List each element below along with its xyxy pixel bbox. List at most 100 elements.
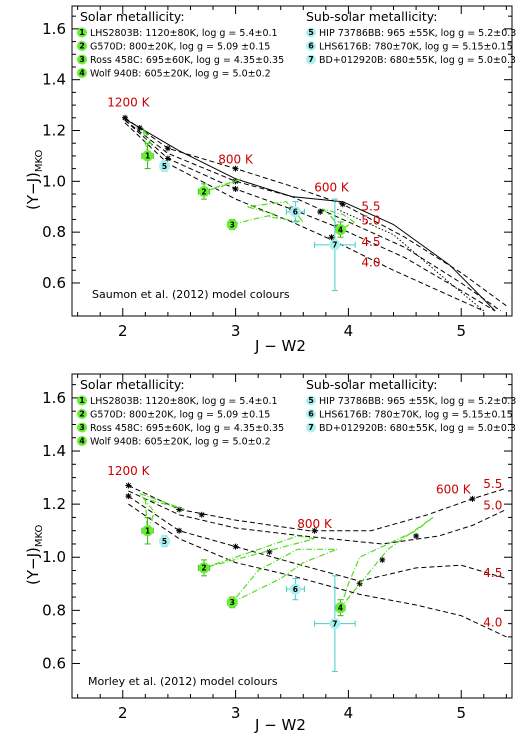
- legend-solar-title: Solar metallicity:: [80, 377, 185, 392]
- legend-number: 6: [308, 42, 314, 51]
- model-series-line: [122, 117, 496, 312]
- x-tick-label: 5: [456, 704, 466, 722]
- model-lines: [122, 117, 507, 312]
- legend-number: 1: [79, 28, 85, 37]
- legend-entry: HIP 73786BB: 965 ±55K, log g = 5.2±0.3: [319, 28, 516, 39]
- legend-number: 6: [308, 410, 314, 419]
- predicted-path: [142, 127, 153, 157]
- temperature-label: 5.0: [483, 498, 502, 512]
- objects: 1 2 3 4 5 6 7: [141, 516, 356, 672]
- object-marker-6: [289, 583, 301, 595]
- temperature-label: 800 K: [218, 153, 254, 167]
- legend-marker: [306, 27, 316, 38]
- y-tick-label: 1.2: [42, 495, 66, 513]
- temperature-label: 4.0: [361, 255, 380, 269]
- object-marker-5: [159, 160, 171, 172]
- model-marker: [266, 548, 273, 555]
- predicted-path: [203, 535, 315, 569]
- legend-marker: [77, 436, 87, 446]
- y-axis-title-sub: MKO: [34, 525, 45, 548]
- y-tick-label: 1.4: [42, 71, 66, 89]
- legend-marker: [77, 409, 87, 419]
- model-series-line: [124, 117, 507, 307]
- object-number: 5: [162, 162, 167, 171]
- legend-marker: [306, 395, 316, 406]
- legend-solar-title: Solar metallicity:: [80, 9, 185, 24]
- model-marker: [232, 185, 239, 192]
- object-marker-1: [142, 150, 154, 162]
- legend-number: 3: [79, 55, 85, 64]
- object-number: 7: [332, 241, 337, 250]
- temperature-label: 800 K: [297, 517, 333, 531]
- legend-number: 2: [79, 42, 85, 51]
- legend-entry: Ross 458C: 695±60K, log g = 4.35±0.35: [90, 55, 284, 66]
- model-series-line: [124, 122, 485, 312]
- model-marker: [413, 533, 420, 539]
- legend-entry: HIP 73786BB: 965 ±55K, log g = 5.2±0.3: [319, 396, 516, 407]
- x-tick-label: 4: [344, 322, 354, 340]
- legend-entry: Ross 458C: 695±60K, log g = 4.35±0.35: [90, 423, 284, 434]
- y-tick-label: 1.4: [42, 442, 66, 460]
- model-marker: [125, 482, 132, 489]
- model-marker: [136, 124, 143, 131]
- x-tick-label: 3: [231, 322, 241, 340]
- model-marker: [198, 511, 205, 518]
- y-tick-label: 0.6: [42, 274, 66, 292]
- object-number: 1: [145, 152, 150, 161]
- model-series-line: [336, 208, 485, 312]
- legend-marker: [77, 68, 87, 78]
- model-marker: [232, 543, 239, 550]
- y-tick-label: 1.0: [42, 548, 66, 566]
- y-tick-label: 0.6: [42, 654, 66, 672]
- legend-entry: BD+012920B: 680±55K, log g = 5.0±0.3: [319, 423, 516, 434]
- model-series-line: [128, 490, 507, 545]
- y-tick-label: 1.0: [42, 172, 66, 190]
- legend-marker: [306, 409, 316, 419]
- temperature-labels: 1200 K 800 K 600 K 5.5 5.0 4.5 4.0: [107, 464, 502, 629]
- model-marker: [164, 145, 171, 152]
- object-number: 3: [230, 598, 235, 607]
- legend: 1 LHS2803B: 1120±80K, log g = 5.4±0.1 2 G57…: [77, 27, 516, 80]
- object-marker-7: [329, 618, 341, 630]
- object-number: 4: [338, 225, 343, 234]
- y-axis-title: (Y−J)MKO: [24, 525, 45, 585]
- y-axis-title: (Y−J)MKO: [24, 150, 45, 210]
- object-number: 6: [293, 208, 298, 217]
- legend-entry: LHS2803B: 1120±80K, log g = 5.4±0.1: [90, 28, 278, 39]
- temperature-label: 5.5: [361, 200, 380, 214]
- model-marker: [469, 495, 476, 502]
- predicted-path: [321, 208, 356, 231]
- legend-entry: Wolf 940B: 605±20K, log g = 5.0±0.2: [90, 437, 271, 448]
- legend-number: 7: [308, 55, 314, 64]
- temperature-label: 4.0: [483, 615, 502, 629]
- object-marker-6: [289, 206, 301, 218]
- x-tick-label: 3: [231, 704, 241, 722]
- model-series-line: [124, 119, 496, 312]
- y-axis-title-sub: MKO: [34, 150, 45, 173]
- predicted-paths: [137, 492, 434, 609]
- object-marker-2: [198, 562, 210, 574]
- object-marker-3: [226, 596, 238, 608]
- object-number: 7: [332, 619, 337, 628]
- legend-number: 3: [79, 423, 85, 432]
- temperature-label: 1200 K: [107, 464, 150, 478]
- temperature-label: 1200 K: [107, 95, 150, 109]
- object-number: 4: [338, 604, 343, 613]
- predicted-path: [231, 548, 338, 603]
- legend-number: 5: [308, 396, 314, 405]
- plot-frame: [71, 373, 513, 699]
- legend-number: 7: [308, 423, 314, 432]
- y-tick-label: 0.8: [42, 601, 66, 619]
- model-marker: [379, 556, 386, 563]
- object-number: 3: [230, 220, 235, 229]
- plot-frame: [71, 5, 513, 317]
- model-marker: [311, 527, 318, 534]
- model-series-line: [124, 119, 501, 312]
- x-tick-label: 5: [456, 322, 466, 340]
- predicted-path: [137, 492, 185, 531]
- model-lines: [128, 485, 507, 638]
- x-tick-label: 2: [118, 704, 128, 722]
- temperature-label: 600 K: [314, 180, 350, 194]
- legend-subsolar-title: Sub-solar metallicity:: [306, 9, 438, 24]
- predicted-path: [203, 178, 242, 193]
